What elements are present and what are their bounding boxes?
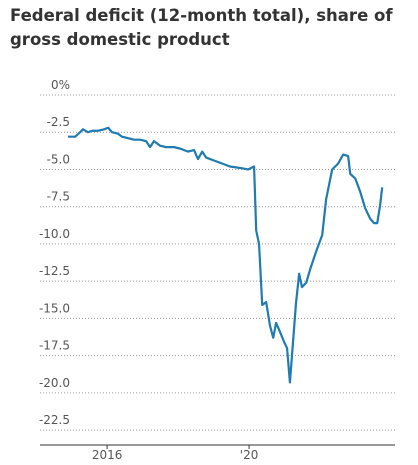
y-tick-label: -5.0 [47,152,70,166]
y-tick-label: -12.5 [39,264,70,278]
y-tick-label: 0% [51,78,70,92]
y-tick-label: -15.0 [39,301,70,315]
x-tick-label: '20 [240,448,259,462]
x-tick-label: 2016 [92,448,123,462]
y-tick-label: -2.5 [47,115,70,129]
y-tick-label: -10.0 [39,227,70,241]
y-tick-label: -17.5 [39,339,70,353]
line [68,126,384,384]
chart-title: Federal deficit (12-month total), share … [10,6,393,49]
y-tick-label: -7.5 [47,190,70,204]
y-tick-label: -20.0 [39,376,70,390]
y-tick-label: -22.5 [39,413,70,427]
